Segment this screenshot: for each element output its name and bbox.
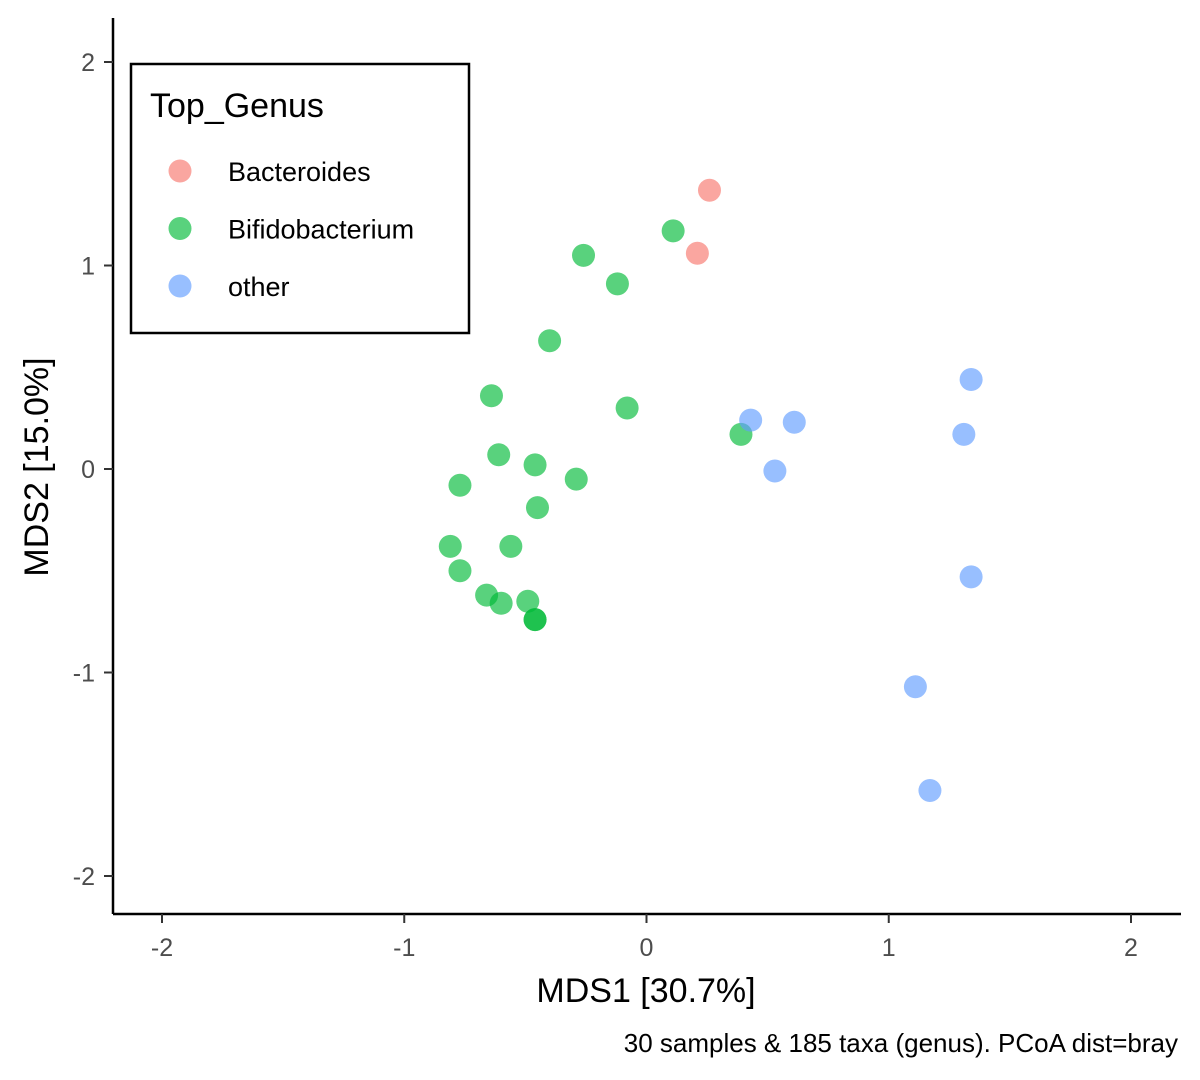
data-point-other	[782, 410, 806, 434]
legend-label: other	[228, 272, 290, 302]
x-axis-title: MDS1 [30.7%]	[536, 972, 755, 1010]
data-point-bacteroides	[685, 241, 709, 265]
data-point-bifidobacterium	[487, 443, 511, 467]
data-point-bifidobacterium	[525, 496, 549, 520]
data-point-other	[739, 408, 763, 432]
data-point-other	[952, 422, 976, 446]
legend-label: Bifidobacterium	[228, 215, 414, 245]
data-point-bifidobacterium	[438, 534, 462, 558]
data-point-bifidobacterium	[499, 534, 523, 558]
data-point-bifidobacterium	[661, 219, 685, 243]
data-point-bifidobacterium	[516, 589, 540, 613]
data-point-other	[918, 779, 942, 803]
data-point-other	[959, 565, 983, 589]
y-tick-label: -2	[73, 863, 95, 891]
data-point-bifidobacterium	[615, 396, 639, 420]
data-point-bifidobacterium	[479, 384, 503, 408]
data-point-other	[959, 367, 983, 391]
data-point-bifidobacterium	[523, 608, 547, 632]
data-point-other	[903, 675, 927, 699]
data-point-bifidobacterium	[448, 473, 472, 497]
x-tick-label: 0	[640, 934, 654, 962]
data-point-bifidobacterium	[523, 453, 547, 477]
legend-key-bifidobacterium	[168, 217, 192, 240]
data-point-bifidobacterium	[605, 272, 629, 296]
y-tick-label: 2	[81, 49, 95, 77]
data-point-bifidobacterium	[489, 591, 513, 615]
data-point-bifidobacterium	[448, 559, 472, 583]
x-tick-label: 1	[882, 934, 896, 962]
legend: Top_Genus Bacteroides Bifidobacterium othe…	[129, 62, 471, 335]
data-point-other	[763, 459, 787, 483]
x-tick-label: 2	[1124, 934, 1138, 962]
legend-key-bacteroides	[168, 159, 192, 183]
x-axis-ticks: -2 -1 0 1 2	[151, 914, 1138, 962]
data-point-bifidobacterium	[538, 329, 562, 353]
x-tick-label: -1	[393, 934, 415, 962]
legend-title: Top_Genus	[150, 87, 324, 125]
data-point-bifidobacterium	[564, 467, 588, 491]
y-tick-label: 0	[81, 456, 95, 484]
y-tick-label: 1	[81, 253, 95, 281]
y-tick-label: -1	[73, 660, 95, 688]
legend-label: Bacteroides	[228, 157, 371, 187]
legend-key-other	[168, 274, 192, 298]
y-axis-title: MDS2 [15.0%]	[18, 357, 56, 576]
legend-entries: Bacteroides Bifidobacterium other	[168, 157, 414, 302]
data-point-bacteroides	[697, 178, 721, 202]
data-points	[438, 178, 983, 803]
x-tick-label: -2	[151, 934, 173, 962]
data-point-bifidobacterium	[572, 243, 596, 267]
plot-caption: 30 samples & 185 taxa (genus). PCoA dist…	[624, 1028, 1178, 1058]
y-axis-ticks: -2 -1 0 1 2	[73, 49, 113, 891]
